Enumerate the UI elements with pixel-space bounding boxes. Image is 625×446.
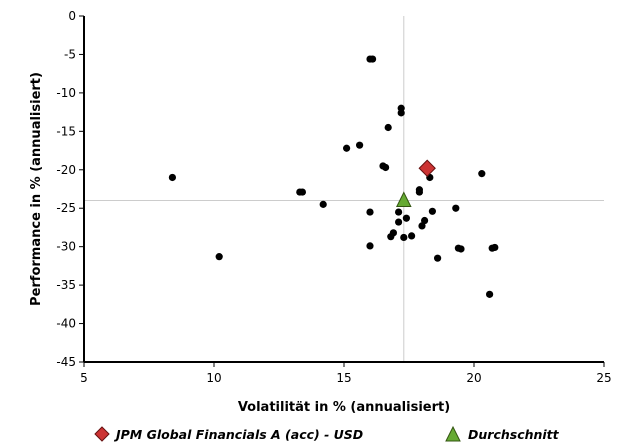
y-tick-label: -35 <box>56 278 76 292</box>
x-tick-label: 20 <box>466 371 481 385</box>
legend-fund-label: JPM Global Financials A (acc) - USD <box>113 427 363 442</box>
data-point <box>418 222 426 230</box>
reference-lines <box>84 16 604 362</box>
data-point <box>452 204 460 212</box>
y-tick-label: -45 <box>56 355 76 369</box>
data-point <box>434 254 442 262</box>
data-point <box>343 144 351 152</box>
data-point <box>402 214 410 222</box>
data-point <box>491 243 499 252</box>
data-point <box>382 163 390 172</box>
y-tick-label: 0 <box>68 9 76 23</box>
data-point <box>486 290 494 298</box>
data-point <box>428 207 436 215</box>
y-tick-label: -15 <box>56 124 76 138</box>
axes: 5 10 15 20 25 0 -5 -10 -15 -20 -25 -30 -35 -40 -45 <box>56 9 611 385</box>
legend-average-label: Durchschnitt <box>468 427 560 442</box>
y-tick-label: -10 <box>56 86 76 100</box>
data-point <box>395 218 403 226</box>
legend-average-triangle-icon <box>445 425 461 442</box>
data-point <box>168 173 176 182</box>
y-tick-label: -25 <box>56 201 76 215</box>
data-point <box>366 208 374 216</box>
data-point <box>408 232 416 240</box>
x-axis-title: Volatilität in % (annualisiert) <box>238 400 450 415</box>
x-tick-label: 25 <box>596 371 611 385</box>
highlight-markers <box>395 159 436 208</box>
data-point <box>366 242 374 250</box>
x-tick-label: 10 <box>206 371 221 385</box>
fund-diamond-marker <box>418 159 436 177</box>
y-axis-title: Performance in % (annualisiert) <box>29 72 44 306</box>
data-point <box>397 109 405 117</box>
data-point <box>319 200 327 208</box>
data-point <box>215 253 223 261</box>
data-point <box>478 170 486 178</box>
data-point <box>421 216 429 225</box>
data-point <box>356 141 364 149</box>
y-tick-label: -30 <box>56 240 76 254</box>
x-tick-label: 15 <box>336 371 351 385</box>
data-point <box>457 245 465 253</box>
y-tick-label: -20 <box>56 163 76 177</box>
data-point <box>298 188 306 196</box>
legend-fund-diamond-icon <box>94 426 110 442</box>
x-tick-label: 5 <box>80 371 88 385</box>
y-tick-label: -5 <box>64 47 76 61</box>
average-triangle-marker <box>395 191 412 208</box>
data-points <box>168 55 499 298</box>
data-point <box>400 233 408 242</box>
data-point <box>384 123 392 132</box>
data-point <box>395 208 403 216</box>
data-point <box>415 188 423 196</box>
data-point <box>369 55 377 63</box>
y-tick-label: -40 <box>56 317 76 331</box>
legend: JPM Global Financials A (acc) - USD Durc… <box>94 425 560 442</box>
data-point <box>389 229 397 237</box>
